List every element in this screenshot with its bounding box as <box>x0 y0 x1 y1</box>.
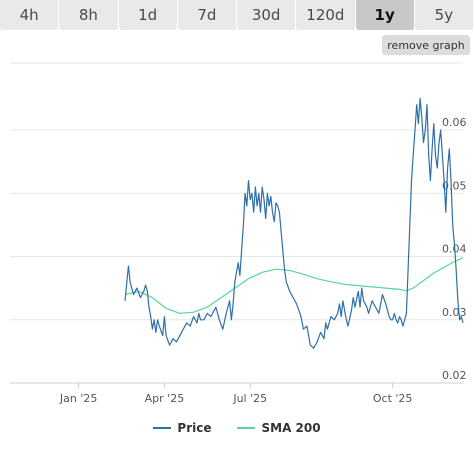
tab-8h[interactable]: 8h <box>59 0 119 30</box>
series-line-sma-200 <box>124 257 464 314</box>
y-tick-label: 0.05 <box>442 179 467 192</box>
remove-graph-button[interactable]: remove graph <box>382 35 470 55</box>
x-tick-label: Oct '25 <box>373 392 413 405</box>
tab-120d[interactable]: 120d <box>296 0 356 30</box>
legend-swatch <box>237 427 256 429</box>
y-tick-label: 0.02 <box>442 369 467 382</box>
legend-item-price[interactable]: Price <box>153 421 211 435</box>
y-tick-label: 0.03 <box>442 306 467 319</box>
tab-4h[interactable]: 4h <box>0 0 60 30</box>
x-axis: Jan '25 Apr '25 Jul '25 Oct '25 <box>10 382 463 405</box>
y-tick-label: 0.06 <box>442 116 467 129</box>
chart-series <box>124 97 464 349</box>
x-tick-label: Jan '25 <box>59 392 97 405</box>
timeframe-tabs: 4h 8h 1d 7d 30d 120d 1y 5y <box>0 0 474 30</box>
legend-swatch <box>153 427 172 429</box>
chart-grid <box>10 62 463 384</box>
tab-5y[interactable]: 5y <box>414 0 474 30</box>
chart-legend: Price SMA 200 <box>0 421 474 435</box>
y-axis-labels: 0.020.030.040.050.06 <box>442 116 467 382</box>
legend-item-sma-200[interactable]: SMA 200 <box>237 421 321 435</box>
legend-label: Price <box>177 421 212 435</box>
tab-1d[interactable]: 1d <box>118 0 178 30</box>
x-tick-label: Apr '25 <box>145 392 185 405</box>
series-line-price <box>124 97 464 349</box>
tab-30d[interactable]: 30d <box>237 0 297 30</box>
tab-1y[interactable]: 1y <box>355 0 415 30</box>
x-tick-label: Jul '25 <box>232 392 267 405</box>
legend-label: SMA 200 <box>261 421 321 435</box>
tab-7d[interactable]: 7d <box>177 0 237 30</box>
